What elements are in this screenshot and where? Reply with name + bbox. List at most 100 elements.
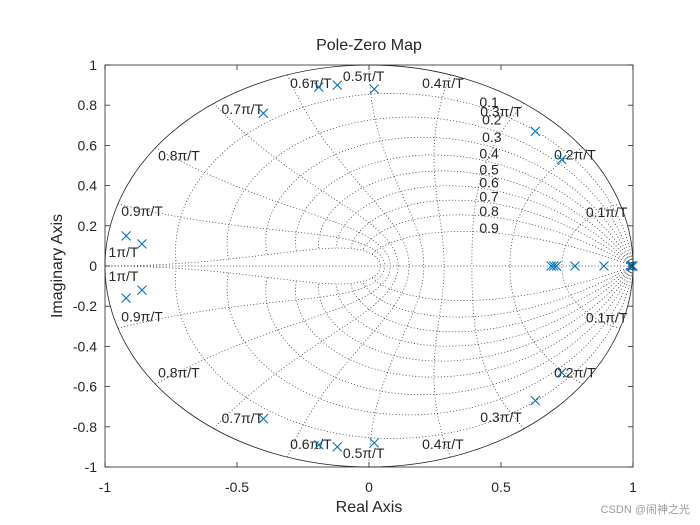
damping-curve [350,265,634,333]
damping-curve [318,170,634,267]
pole-marker [258,413,269,424]
marker-stroke [548,261,559,271]
marker-stroke [369,84,380,95]
damping-label: 0.3 [482,129,502,145]
marker-stroke [137,285,147,296]
damping-curve [362,214,634,267]
marker-stroke [369,437,380,448]
marker-stroke [137,239,147,249]
x-tick-label: 0.5 [491,479,511,495]
damping-curve [318,265,634,362]
marker-stroke [313,82,324,92]
damping-label: 0.8 [479,203,499,219]
frequency-label: 0.5π/T [343,68,385,84]
y-tick-label: 0.8 [78,97,98,113]
y-tick-label: -0.2 [73,298,97,314]
pole-marker [599,261,609,271]
damping-curve [350,199,634,267]
y-tick-label: 0.4 [78,178,98,194]
damping-label: 0.6 [479,175,499,191]
damping-label: 0.9 [479,220,499,236]
x-tick-label: 1 [629,479,637,495]
plot-area: 0.10.20.30.40.50.60.70.80.90.1π/T0.1π/T0… [73,57,638,495]
frequency-curve [509,265,583,385]
pole-marker [556,367,567,378]
pole-marker [556,154,567,165]
frequency-curve [561,265,621,329]
y-tick-label: 0.6 [78,137,98,153]
damping-curve [295,154,634,267]
frequency-curve [213,265,399,429]
frequency-label: 0.8π/T [158,148,200,164]
damping-label: 0.1 [479,94,499,110]
y-axis-label: Imaginary Axis [49,214,66,318]
marker-stroke [332,80,343,90]
frequency-label: 0.9π/T [121,203,163,219]
pole-marker [530,126,541,137]
zgrid: 0.10.2 0.30.40.50.60.70.80.9 0.1π/T 0.1π/T 0… [104,64,634,468]
y-tick-label: -1 [85,459,98,475]
y-tick-label: 0 [89,258,97,274]
pole-marker [369,437,380,448]
frequency-label: 0.4π/T [422,75,464,91]
pole-marker [313,440,324,450]
frequency-label: 0.3π/T [480,103,522,119]
axis-ticks: -1 -0.5 0 0.5 1 1 0.8 0.6 0.4 0.2 0 -0.2 -0.4 -0.6 -0.… [73,57,637,495]
frequency-label: 1π/T [109,268,139,284]
marker-stroke [556,367,567,378]
marker-stroke [599,261,609,271]
marker-stroke [530,395,541,406]
pole-marker [121,293,132,304]
y-tick-label: -0.4 [73,338,97,354]
pole-marker [332,442,343,452]
pole-marker [551,261,562,271]
frequency-label: 0.7π/T [222,410,264,426]
pole-marker [548,261,559,271]
frequency-curve [433,265,451,458]
x-tick-label: -1 [99,479,112,495]
marker-stroke [556,154,567,165]
x-axis-label: Real Axis [336,499,403,516]
marker-stroke [570,261,580,271]
x-tick-label: -0.5 [225,479,249,495]
frequency-label: 1π/T [109,244,139,260]
y-tick-label: -0.6 [73,379,97,395]
damping-label: 0.4 [479,146,499,162]
marker-stroke [551,261,562,271]
axes-background [105,65,633,467]
watermark-text: CSDN @闹神之光 [601,502,690,516]
frequency-label: 0.7π/T [222,101,264,117]
damping-curve [295,265,634,378]
frequency-curve [104,265,381,285]
pole-marker [313,82,324,92]
frequency-label: 0.6π/T [290,436,332,452]
y-tick-label: 1 [89,57,97,73]
frequency-label: 0.4π/T [422,436,464,452]
pole-marker [137,285,147,296]
x-tick-label: 0 [365,479,373,495]
frequency-curve [561,203,621,267]
damping-label: 0.2 [482,111,502,127]
damping-curve [336,185,634,267]
frequency-label: 0.1π/T [586,309,628,325]
frequency-curve [433,74,451,267]
frequency-curve [213,103,399,267]
frequency-curve [471,103,525,267]
marker-stroke [530,126,541,137]
chart-title: Pole-Zero Map [316,37,422,54]
frequency-label: 0.9π/T [121,308,163,324]
frequency-label: 0.8π/T [158,365,200,381]
pole-marker [137,239,147,249]
pole-marker [258,108,269,119]
y-tick-label: 0.2 [78,218,98,234]
pole-marker [570,261,580,271]
marker-stroke [121,230,132,241]
pole-marker [369,84,380,95]
marker-stroke [121,293,132,304]
damping-label: 0.7 [479,189,499,205]
y-tick-label: -0.8 [73,419,97,435]
frequency-curve [509,147,583,267]
marker-stroke [313,440,324,450]
marker-stroke [258,413,269,424]
